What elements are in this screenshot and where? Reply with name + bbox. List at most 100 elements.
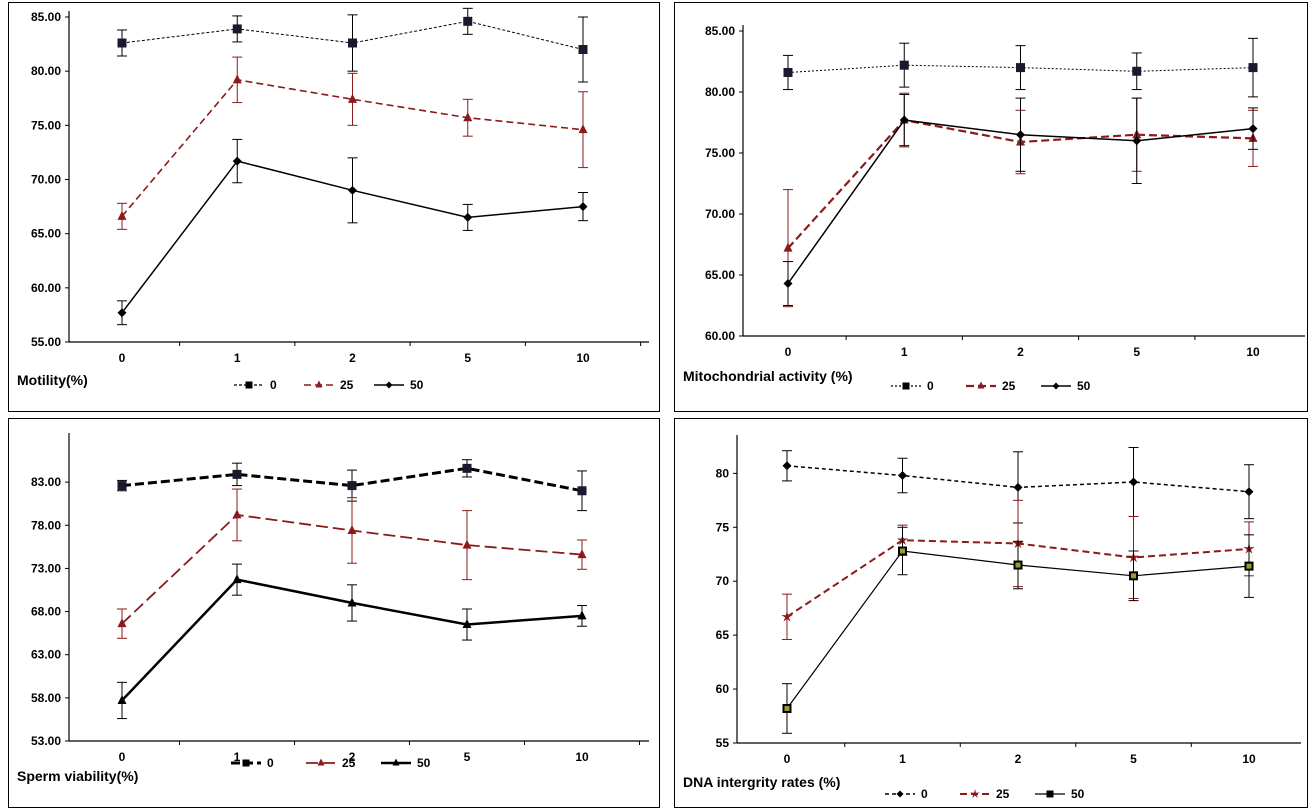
data-point-marker bbox=[348, 38, 357, 48]
data-point-marker-inner bbox=[1015, 562, 1021, 568]
legend-label: 25 bbox=[340, 378, 354, 392]
x-tick-label: 1 bbox=[234, 351, 241, 365]
data-point-marker bbox=[783, 279, 793, 289]
series-0 bbox=[782, 446, 1254, 524]
y-tick-label: 53.00 bbox=[31, 734, 61, 748]
series-50 bbox=[117, 563, 587, 720]
legend-marker bbox=[977, 381, 985, 389]
legend-label: 0 bbox=[267, 756, 274, 770]
data-point-marker bbox=[462, 619, 472, 629]
data-point-marker bbox=[1129, 477, 1138, 487]
y-tick-label: 80.00 bbox=[705, 85, 735, 99]
sperm-viability-chart-panel: 53.00 58.00 63.00 68.00 73.00 78.00 83.00 0 1 2 5 1… bbox=[8, 418, 660, 808]
data-point-marker-inner bbox=[784, 705, 790, 711]
legend-marker bbox=[385, 381, 393, 389]
y-tick-label: 80.00 bbox=[31, 64, 61, 78]
y-tick-label: 85.00 bbox=[705, 24, 735, 38]
legend-label: 50 bbox=[1077, 379, 1091, 393]
data-point-marker bbox=[899, 115, 909, 125]
legend-label: 50 bbox=[417, 756, 431, 770]
data-point-marker bbox=[232, 24, 242, 34]
data-point-marker bbox=[463, 212, 473, 222]
series-0 bbox=[783, 37, 1258, 98]
data-point-marker bbox=[347, 481, 357, 491]
x-tick-label: 10 bbox=[1242, 752, 1256, 766]
data-point-marker bbox=[578, 202, 588, 212]
y-tick-label: 65.00 bbox=[705, 268, 735, 282]
legend-label: 25 bbox=[1002, 379, 1016, 393]
y-tick-label: 58.00 bbox=[31, 691, 61, 705]
data-point-marker bbox=[117, 38, 127, 48]
data-point-marker bbox=[348, 185, 357, 195]
x-axis-label: Sperm viability(%) bbox=[17, 768, 138, 784]
series-50 bbox=[783, 93, 1258, 306]
y-tick-label: 75.00 bbox=[31, 118, 61, 132]
data-point-marker bbox=[232, 156, 242, 166]
data-point-marker bbox=[898, 471, 907, 481]
data-point-marker bbox=[347, 597, 357, 607]
x-tick-label: 2 bbox=[1017, 345, 1024, 359]
y-tick-label: 78.00 bbox=[31, 518, 61, 532]
data-point-marker bbox=[899, 60, 909, 70]
data-point-marker bbox=[1132, 66, 1142, 76]
data-point-marker bbox=[578, 124, 588, 134]
y-tick-label: 80 bbox=[716, 466, 730, 480]
y-tick-label: 55 bbox=[716, 736, 730, 750]
legend: 0 25 50 bbox=[891, 379, 1091, 393]
data-point-marker bbox=[1248, 63, 1258, 73]
x-axis-label: Mitochondrial activity (%) bbox=[683, 368, 853, 384]
x-tick-label: 5 bbox=[1133, 345, 1140, 359]
legend-label: 0 bbox=[270, 378, 277, 392]
data-point-marker bbox=[117, 308, 127, 318]
x-tick-label: 0 bbox=[119, 750, 126, 764]
data-point-marker bbox=[1244, 487, 1254, 497]
data-point-marker bbox=[348, 93, 357, 103]
series-50 bbox=[782, 526, 1254, 734]
legend-marker bbox=[242, 759, 250, 767]
y-tick-label: 70.00 bbox=[31, 173, 61, 187]
x-tick-label: 0 bbox=[785, 345, 792, 359]
data-point-marker-inner bbox=[1131, 573, 1136, 579]
legend-marker bbox=[896, 790, 904, 798]
data-point-marker bbox=[1248, 124, 1258, 134]
mitochondrial-activity-chart-panel: 60.00 65.00 70.00 75.00 80.00 85.00 0 1 2 5 10 Mito… bbox=[674, 2, 1308, 412]
data-point-marker bbox=[1016, 63, 1025, 73]
x-axis-label: DNA intergrity rates (%) bbox=[683, 774, 840, 790]
y-tick-label: 70.00 bbox=[705, 207, 735, 221]
data-point-marker bbox=[782, 461, 792, 471]
data-point-marker bbox=[577, 486, 587, 496]
series-0 bbox=[117, 459, 587, 512]
data-point-marker bbox=[1016, 130, 1025, 140]
legend-marker bbox=[902, 382, 910, 390]
data-point-marker bbox=[783, 242, 793, 252]
x-tick-label: 5 bbox=[464, 750, 471, 764]
data-point-marker bbox=[463, 112, 473, 122]
data-point-marker-inner bbox=[900, 548, 905, 554]
x-tick-label: 2 bbox=[1015, 752, 1022, 766]
data-point-marker bbox=[1013, 482, 1023, 492]
x-tick-label: 5 bbox=[1130, 752, 1137, 766]
motility-chart-panel: 55.00 60.00 65.00 70.00 75.00 80.00 85.00 0 1 2 5 1… bbox=[8, 2, 660, 412]
series-50 bbox=[117, 138, 588, 326]
legend-label: 25 bbox=[996, 787, 1010, 801]
x-tick-label: 0 bbox=[119, 351, 126, 365]
x-tick-label: 2 bbox=[349, 351, 356, 365]
data-point-marker bbox=[117, 210, 127, 220]
y-tick-label: 55.00 bbox=[31, 335, 61, 349]
y-tick-label: 75.00 bbox=[705, 146, 735, 160]
legend-label: 0 bbox=[921, 787, 928, 801]
y-tick-label: 68.00 bbox=[31, 605, 61, 619]
x-tick-label: 1 bbox=[899, 752, 906, 766]
legend-marker bbox=[1052, 382, 1060, 390]
data-point-marker bbox=[577, 549, 587, 559]
data-point-marker bbox=[783, 67, 793, 77]
data-point-marker bbox=[781, 610, 793, 622]
legend-label: 50 bbox=[410, 378, 424, 392]
y-tick-label: 75 bbox=[716, 520, 730, 534]
legend-label: 50 bbox=[1071, 787, 1085, 801]
data-point-marker-inner bbox=[1246, 563, 1252, 569]
y-tick-label: 70 bbox=[716, 574, 730, 588]
